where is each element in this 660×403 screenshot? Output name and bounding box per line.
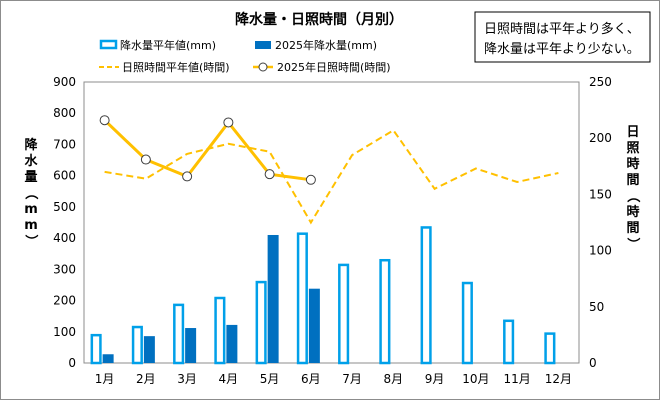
- chart-title: 降水量・日照時間（月別）: [235, 11, 403, 28]
- x-tick-label: 3月: [177, 372, 197, 386]
- y-axis-left-label-char: m: [24, 218, 38, 233]
- legend-label-sun-normal: 日照時間平年値(時間): [122, 60, 230, 74]
- y-axis-left-label-char: m: [24, 202, 38, 217]
- bar-precip-2025: [267, 234, 279, 363]
- y-left-tick-label: 700: [53, 137, 76, 151]
- y-axis-left-label-char: 水: [24, 153, 38, 169]
- bar-precip-normal: [296, 232, 308, 365]
- annotation-line-1: 日照時間は平年より多く、: [484, 21, 640, 37]
- point-sun-2025: [140, 154, 151, 165]
- y-axis-right-label-char: ）: [625, 237, 641, 250]
- point-sun-2025: [223, 117, 234, 128]
- bar-precip-normal: [173, 303, 185, 365]
- y-left-tick-label: 500: [53, 200, 76, 214]
- legend-swatch-precip-2025: [255, 41, 271, 49]
- y-axis-left-label-char: ）: [23, 234, 39, 247]
- bar-precip-2025: [308, 288, 320, 363]
- bar-precip-normal: [338, 263, 350, 365]
- y-left-tick-label: 400: [53, 231, 76, 245]
- y-right-tick-label: 200: [589, 131, 612, 145]
- annotation-line-2: 降水量は平年より少ない。: [484, 42, 640, 57]
- y-axis-right-label-char: 間: [626, 221, 639, 236]
- annotation-box: 日照時間は平年より多く、 降水量は平年より少ない。: [474, 11, 651, 63]
- bar-precip-normal: [544, 332, 556, 365]
- bar-precip-normal: [90, 333, 102, 365]
- y-left-tick-label: 600: [53, 169, 76, 183]
- y-left-tick-label: 100: [53, 325, 76, 339]
- y-axis-right-label-char: 間: [626, 173, 639, 188]
- bar-precip-normal: [255, 280, 267, 365]
- bar-precip-normal: [214, 296, 226, 365]
- point-sun-2025: [182, 171, 193, 182]
- y-right-tick-label: 100: [589, 244, 612, 258]
- line-sun-2025: [103, 119, 312, 182]
- y-right-tick-label: 0: [589, 356, 597, 370]
- bar-precip-normal: [420, 226, 432, 365]
- line-sun-normal: [104, 128, 559, 225]
- x-tick-label: 11月: [503, 372, 530, 386]
- y-axis-right-label-char: 時: [626, 204, 639, 220]
- x-tick-label: 8月: [384, 372, 404, 386]
- legend-label-sun-2025: 2025年日照時間(時間): [277, 60, 391, 74]
- bar-precip-normal: [461, 281, 473, 365]
- x-tick-label: 1月: [95, 372, 115, 386]
- bar-precip-2025: [185, 328, 197, 363]
- legend-swatch-sun-2025-marker: [258, 62, 268, 72]
- y-axis-right-label: 日照時間（時間）: [625, 125, 641, 251]
- x-tick-label: 7月: [342, 372, 362, 386]
- bar-precip-2025: [226, 324, 238, 363]
- point-sun-2025: [99, 115, 110, 126]
- bar-precip-normal: [379, 258, 391, 365]
- x-tick-label: 6月: [301, 372, 321, 386]
- x-tick-label: 4月: [219, 372, 239, 386]
- y-axis-left-label-char: 量: [24, 170, 37, 185]
- y-left-tick-label: 200: [53, 294, 76, 308]
- point-sun-2025: [264, 169, 275, 180]
- x-tick-label: 2月: [136, 372, 156, 386]
- x-tick-label: 12月: [545, 372, 572, 386]
- bar-precip-2025: [143, 336, 155, 363]
- y-right-tick-label: 50: [589, 300, 604, 314]
- bar-precip-normal: [503, 319, 515, 365]
- legend-label-precip-2025: 2025年降水量(mm): [275, 38, 377, 52]
- y-left-tick-label: 900: [53, 75, 76, 89]
- point-sun-2025: [305, 174, 316, 185]
- bar-precip-normal: [131, 325, 143, 365]
- y-right-tick-label: 250: [589, 75, 612, 89]
- y-axis-left-label: 降水量（mm）: [23, 137, 39, 248]
- y-axis-right-label-char: 照: [626, 141, 639, 156]
- x-tick-label: 10月: [462, 372, 489, 386]
- y-left-tick-label: 300: [53, 262, 76, 276]
- y-left-tick-label: 0: [68, 356, 76, 370]
- y-axis-right-label-char: （: [625, 189, 641, 202]
- legend-swatch-precip-normal: [99, 39, 118, 50]
- x-tick-label: 5月: [260, 372, 280, 386]
- y-left-tick-label: 800: [53, 106, 76, 120]
- plot-area: 0 100 200 300 400 500 600 700 800 900 0 50 100 150 200…: [53, 75, 612, 386]
- y-axis-left-label-char: 降: [24, 137, 38, 153]
- y-axis-right-label-char: 日: [626, 125, 639, 140]
- x-tick-label: 9月: [425, 372, 445, 386]
- y-right-tick-label: 150: [589, 187, 612, 201]
- legend-label-precip-normal: 降水量平年値(mm): [120, 38, 216, 52]
- y-axis-left-label-char: （: [23, 186, 39, 199]
- bar-precip-2025: [102, 354, 114, 363]
- y-axis-right-label-char: 時: [626, 156, 639, 172]
- plot-border: [83, 81, 580, 364]
- legend: 降水量平年値(mm) 2025年降水量(mm) 日照時間平年値(時間) 2025…: [99, 38, 391, 74]
